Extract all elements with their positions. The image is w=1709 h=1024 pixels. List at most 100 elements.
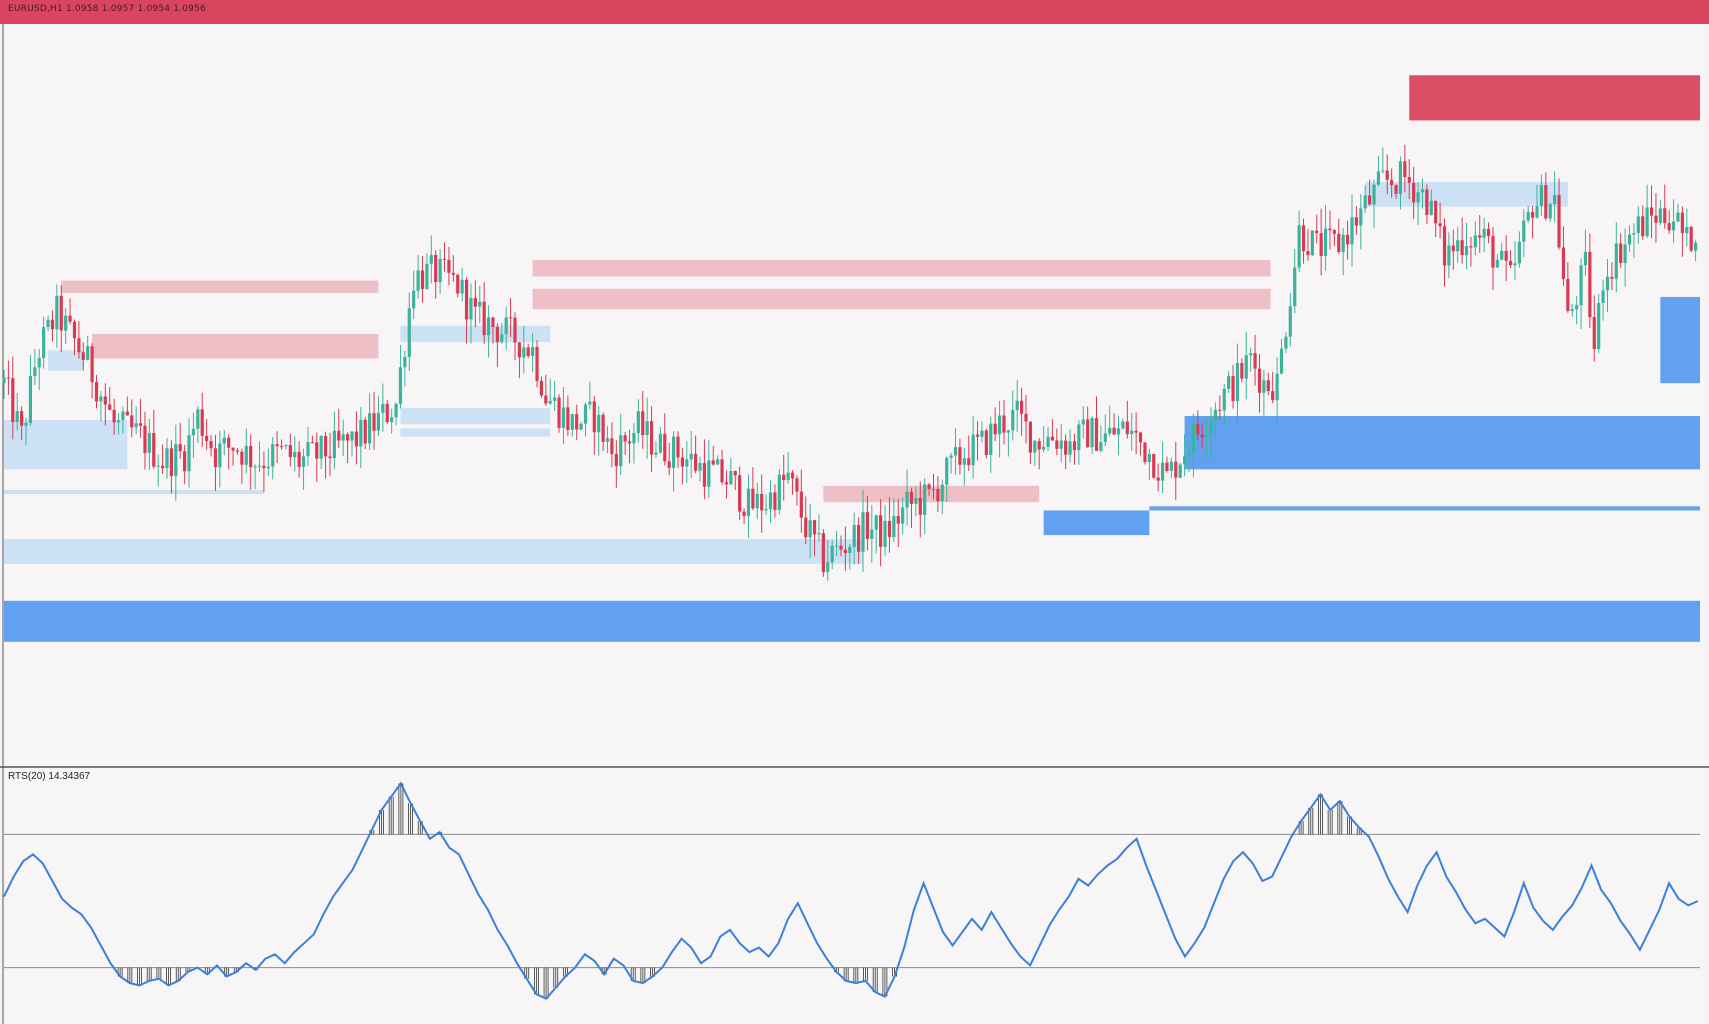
candle-body [266,466,270,469]
candle-body [1086,419,1090,448]
candle-body [205,435,209,442]
candle-body [504,317,508,335]
candle-body [570,414,574,430]
demand-zone-7 [4,600,1700,642]
candle-body [1649,207,1654,216]
candle-body [729,471,733,485]
candle-body [588,401,592,405]
candle-body [1020,400,1024,414]
candle-body [1178,464,1182,478]
candle-body [636,411,640,434]
candle-body [1319,233,1323,257]
candle-body [425,263,429,289]
candle-body [279,446,284,448]
candle-body [1200,434,1204,438]
candle-body [632,433,636,444]
candle-body [464,279,469,320]
candle-body [984,430,988,455]
candle-body [1434,200,1438,224]
candle-body [975,434,980,437]
candle-body [649,421,654,455]
candle-body [583,404,588,424]
candle-body [738,475,742,512]
candle-body [1116,428,1121,435]
candle-body [451,272,455,275]
candle-body [1601,290,1605,303]
rts-line [3,781,1699,1000]
candle-body [1235,363,1240,402]
candle-body [997,415,1002,435]
zones-layer [4,75,1700,642]
candle-body [1121,421,1125,429]
candle-body [1376,171,1381,185]
candle-body [1500,250,1504,260]
candle-body [1209,421,1213,435]
candle-body [1570,309,1574,311]
candle-body [1072,441,1077,451]
candle-body [553,397,557,401]
candle-body [773,492,777,510]
candle-body [1605,276,1610,291]
candle-body [1654,215,1658,223]
candle-body [879,515,883,547]
candle-body [125,411,129,416]
candle-body [15,411,19,422]
candle-body [297,451,301,467]
candle-body [1597,302,1601,349]
candle-body [601,414,605,442]
candle-body [1011,410,1015,431]
candle-body [1160,462,1165,481]
candle-body [1306,251,1310,256]
candle-body [971,434,975,466]
candle-body [1156,477,1160,481]
candle-body [332,430,336,458]
candle-body [1262,380,1266,393]
candle-body [1359,208,1363,226]
candle-body [720,459,724,483]
candle-body [1676,212,1680,222]
candle-body [1323,228,1328,257]
candle-body [72,321,77,339]
candle-body [1548,203,1552,219]
candle-body [782,474,786,481]
candle-body [416,270,420,291]
candle-body [694,453,698,471]
candle-body [857,525,861,552]
candle-body [1508,260,1513,266]
candle-body [698,462,702,471]
candle-body [1381,170,1385,172]
candle-body [1372,184,1376,205]
supply-zone-6 [1409,75,1700,121]
candle-body [658,433,662,453]
candle-body [1257,368,1262,393]
candle-body [1663,208,1667,224]
candle-body [861,512,865,552]
candle-body [50,319,55,330]
candle-body [1619,243,1623,264]
candle-body [1350,217,1354,245]
demand-zone-2 [4,489,264,495]
supply-zone-2 [532,260,1271,277]
candle-body [579,423,583,430]
candle-body [1614,243,1618,279]
candle-body [200,409,204,436]
candle-body [372,413,376,431]
candle-body [993,423,997,435]
candle-body [227,437,231,448]
candle-body [680,457,684,467]
candle-body [812,520,817,535]
candle-body [1636,216,1640,233]
candle-body [1671,221,1676,231]
candle-body [1227,376,1231,389]
candle-body [1526,211,1530,221]
candle-body [1112,427,1116,435]
candle-body [989,423,993,455]
demand-zone-1 [48,350,84,371]
candle-body [33,367,37,376]
candle-body [244,445,248,465]
candle-body [1482,228,1486,238]
candle-body [1315,230,1319,234]
candle-body [350,431,354,441]
candle-body [1196,423,1200,435]
indicator-label: RTS(20) 14.34367 [8,771,91,782]
